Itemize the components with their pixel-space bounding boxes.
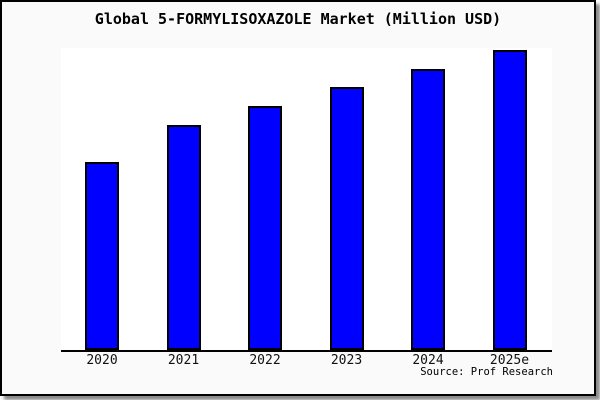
plot-area	[61, 48, 552, 352]
chart-title: Global 5-FORMYLISOXAZOLE Market (Million…	[94, 10, 502, 28]
bar-2024	[411, 68, 445, 350]
bar-2023	[329, 86, 364, 350]
bar-2020	[85, 161, 119, 350]
bar-2025e	[492, 50, 527, 350]
bar-2021	[166, 125, 201, 350]
bar-2022	[248, 106, 282, 350]
source-caption: Source: Prof Research	[420, 366, 553, 378]
